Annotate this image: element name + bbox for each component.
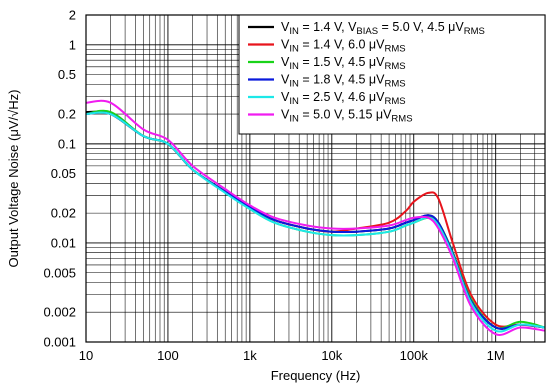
y-tick-labels: 0.001 0.002 0.005 0.01 0.02 0.05 0.1 0.2 0.5 1 2 <box>43 8 76 350</box>
y-tick-label: 0.005 <box>43 265 76 280</box>
y-tick-label: 0.002 <box>43 305 76 320</box>
legend-label: VIN = 1.8 V, 4.5 μVRMS <box>281 73 406 90</box>
legend-label: VIN = 1.4 V, VBIAS = 5.0 V, 4.5 μVRMS <box>281 20 485 37</box>
y-tick-label: 0.1 <box>58 136 76 151</box>
series-line-3 <box>85 109 546 330</box>
legend-label: VIN = 1.4 V, 6.0 μVRMS <box>281 38 406 55</box>
x-axis-title: Frequency (Hz) <box>271 368 361 383</box>
y-axis-title: Output Voltage Noise (μV/√Hz) <box>6 90 21 268</box>
x-tick-label: 100k <box>400 348 429 363</box>
y-tick-label: 0.02 <box>51 206 76 221</box>
x-tick-label: 10 <box>79 348 93 363</box>
y-tick-label: 0.001 <box>43 335 76 350</box>
x-tick-label: 100 <box>157 348 179 363</box>
series-line-6 <box>85 99 546 336</box>
x-tick-label: 1M <box>487 348 505 363</box>
legend-label: VIN = 5.0 V, 5.15 μVRMS <box>281 108 413 125</box>
series-layer <box>85 99 546 336</box>
legend: VIN = 1.4 V, VBIAS = 5.0 V, 4.5 μVRMSVIN… <box>238 14 546 135</box>
y-tick-label: 2 <box>69 8 76 23</box>
y-tick-label: 1 <box>69 37 76 52</box>
x-tick-label: 1k <box>243 348 257 363</box>
x-tick-labels: 10 100 1k 10k 100k 1M <box>79 348 505 363</box>
y-tick-label: 0.01 <box>51 235 76 250</box>
legend-label: VIN = 1.5 V, 4.5 μVRMS <box>281 55 406 72</box>
y-tick-label: 0.2 <box>58 107 76 122</box>
x-tick-label: 10k <box>321 348 342 363</box>
series-line-2 <box>85 111 546 329</box>
y-tick-label: 0.05 <box>51 166 76 181</box>
series-line-5 <box>85 111 546 333</box>
legend-box <box>238 14 546 135</box>
series-line-4 <box>85 111 546 330</box>
legend-label: VIN = 2.5 V, 4.6 μVRMS <box>281 90 406 107</box>
y-tick-label: 0.5 <box>58 67 76 82</box>
